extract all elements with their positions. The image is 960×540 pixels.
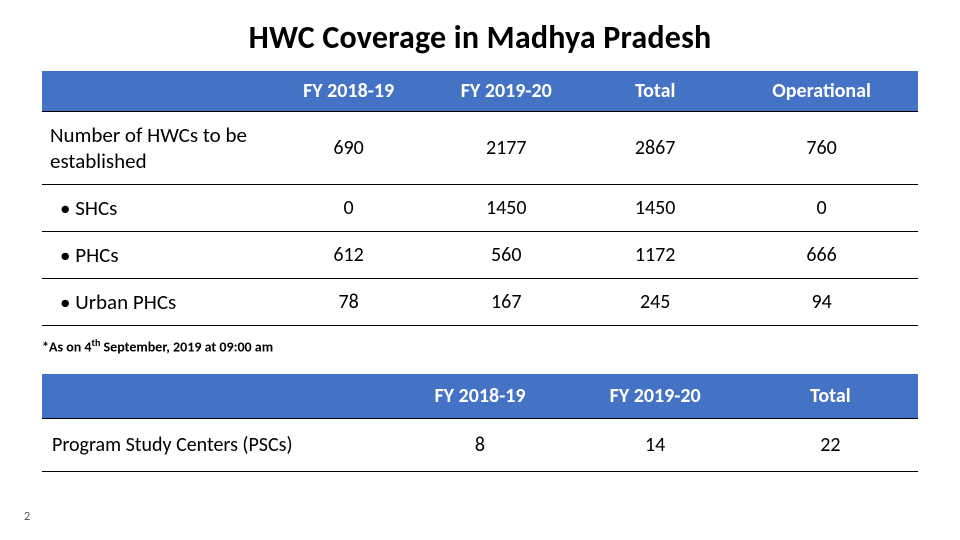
cell: 1172 — [585, 232, 725, 279]
bullet-icon — [60, 242, 75, 268]
cell: 666 — [725, 232, 918, 279]
table-header-total: Total — [585, 71, 725, 112]
cell: 0 — [725, 185, 918, 232]
cell: 14 — [568, 418, 743, 471]
row-label: Number of HWCs to be established — [42, 112, 270, 185]
footnote-suffix: September, 2019 at 09:00 am — [100, 339, 273, 356]
table-row: Number of HWCs to be established 690 217… — [42, 112, 918, 185]
cell: 22 — [743, 418, 918, 471]
table-row: Program Study Centers (PSCs) 8 14 22 — [42, 418, 918, 471]
table-header-row: FY 2018-19 FY 2019-20 Total — [42, 374, 918, 419]
row-label: PHCs — [42, 232, 270, 279]
psc-table: FY 2018-19 FY 2019-20 Total Program Stud… — [42, 374, 918, 472]
cell: 2867 — [585, 112, 725, 185]
slide: HWC Coverage in Madhya Pradesh FY 2018-1… — [0, 0, 960, 540]
row-label-text: Urban PHCs — [75, 289, 176, 315]
table-header-fy19: FY 2019-20 — [568, 374, 743, 419]
cell: 1450 — [427, 185, 585, 232]
cell: 560 — [427, 232, 585, 279]
table-header-fy18: FY 2018-19 — [270, 71, 428, 112]
cell: 2177 — [427, 112, 585, 185]
cell: 94 — [725, 279, 918, 326]
table-row: PHCs 612 560 1172 666 — [42, 232, 918, 279]
bullet-icon — [60, 195, 75, 221]
bullet-icon — [60, 289, 75, 315]
slide-title: HWC Coverage in Madhya Pradesh — [42, 18, 918, 57]
footnote: *As on 4th September, 2019 at 09:00 am — [42, 336, 918, 356]
table-header-total: Total — [743, 374, 918, 419]
row-label: Urban PHCs — [42, 279, 270, 326]
cell: 1450 — [585, 185, 725, 232]
cell: 8 — [392, 418, 567, 471]
hwc-table: FY 2018-19 FY 2019-20 Total Operational … — [42, 71, 918, 326]
row-label: Program Study Centers (PSCs) — [42, 418, 392, 471]
cell: 245 — [585, 279, 725, 326]
row-label-text: PHCs — [75, 242, 118, 268]
table-header-fy19: FY 2019-20 — [427, 71, 585, 112]
table-row: Urban PHCs 78 167 245 94 — [42, 279, 918, 326]
table-row: SHCs 0 1450 1450 0 — [42, 185, 918, 232]
table-header-fy18: FY 2018-19 — [392, 374, 567, 419]
cell: 78 — [270, 279, 428, 326]
cell: 0 — [270, 185, 428, 232]
table-header-row: FY 2018-19 FY 2019-20 Total Operational — [42, 71, 918, 112]
row-label: SHCs — [42, 185, 270, 232]
cell: 167 — [427, 279, 585, 326]
cell: 612 — [270, 232, 428, 279]
page-number: 2 — [24, 510, 30, 524]
row-label-text: SHCs — [75, 195, 117, 221]
table-header-blank — [42, 71, 270, 112]
cell: 690 — [270, 112, 428, 185]
footnote-prefix: *As on 4 — [42, 339, 92, 356]
cell: 760 — [725, 112, 918, 185]
table-header-operational: Operational — [725, 71, 918, 112]
table-header-blank — [42, 374, 392, 419]
